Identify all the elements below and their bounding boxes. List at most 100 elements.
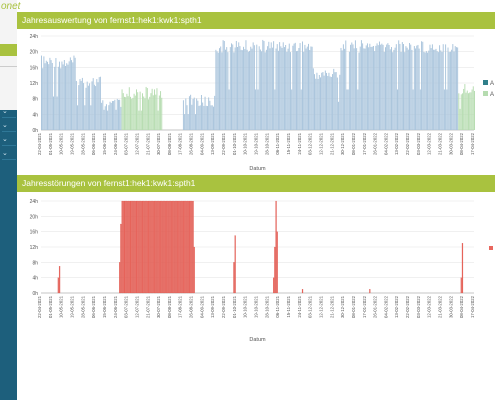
fault-bar	[169, 200, 171, 294]
data-bar	[241, 50, 243, 130]
data-bar	[69, 57, 71, 131]
data-bar	[130, 96, 131, 130]
data-bar	[289, 52, 291, 130]
x-tick-label: 03-12-2021	[308, 295, 313, 318]
fault-bar	[190, 200, 192, 294]
fault-bar	[152, 200, 154, 294]
fault-bar	[175, 200, 177, 294]
data-bar	[160, 91, 162, 130]
data-bar	[454, 46, 456, 131]
data-bar	[101, 102, 103, 130]
data-bar	[81, 77, 83, 130]
x-tick-label: 24-11-2021	[297, 295, 302, 317]
data-bar	[391, 47, 392, 130]
data-bar	[360, 40, 362, 130]
data-bar	[83, 83, 85, 130]
data-bar	[466, 90, 468, 130]
data-bar	[184, 114, 186, 130]
data-bar	[68, 61, 70, 131]
x-tick-label: 08-04-2022	[459, 132, 464, 155]
data-bar	[155, 94, 157, 130]
data-bar	[404, 52, 406, 130]
fault-bar	[460, 277, 462, 294]
x-tick-label: 15-06-2021	[102, 132, 107, 155]
fault-bar	[172, 200, 174, 294]
fault-bar	[145, 200, 147, 294]
data-bar	[293, 43, 295, 130]
x-tick-label: 10-05-2021	[59, 132, 64, 155]
data-bar	[467, 93, 469, 130]
x-tick-label: 06-11-2021	[275, 295, 280, 317]
logo: onet	[1, 1, 21, 12]
x-tick-label: 12-07-2021	[134, 295, 139, 318]
data-bar	[455, 47, 457, 130]
sidebar-expand-icon[interactable]: ⌄	[2, 121, 16, 132]
data-bar	[436, 51, 438, 130]
data-bar	[151, 88, 153, 130]
data-bar	[400, 51, 402, 130]
panel-header: Jahresauswertung von fernst1:hek1:kwk1:s…	[17, 12, 495, 29]
data-bar	[380, 44, 382, 130]
x-tick-label: 13-02-2022	[394, 295, 399, 318]
data-bar	[336, 77, 338, 130]
data-bar	[71, 60, 73, 130]
data-bar	[334, 72, 336, 130]
fault-bar	[153, 200, 156, 294]
data-bar	[143, 96, 145, 130]
data-bar	[150, 93, 152, 130]
data-bar	[256, 44, 258, 130]
data-bar	[382, 44, 384, 130]
data-bar	[461, 93, 463, 130]
data-bar	[389, 49, 391, 130]
fault-bar	[191, 200, 193, 294]
data-bar	[465, 92, 467, 130]
data-bar	[77, 105, 79, 130]
x-tick-label: 28-05-2021	[80, 132, 85, 155]
sidebar-active-item[interactable]	[0, 44, 17, 56]
data-bar	[217, 52, 219, 130]
fault-bar	[161, 200, 163, 294]
data-bar	[294, 42, 296, 130]
data-bar	[62, 64, 64, 130]
y-tick-label: 16h	[30, 65, 39, 71]
sidebar: onet ⌄ ⌄ ⌄ ⌄	[0, 0, 21, 400]
data-bar	[199, 105, 201, 130]
data-bar	[345, 40, 347, 131]
data-bar	[54, 66, 56, 130]
data-bar	[73, 55, 75, 130]
x-tick-label: 17-04-2022	[470, 295, 475, 318]
sidebar-expand-icon[interactable]: ⌄	[2, 135, 16, 146]
data-bar	[220, 46, 222, 130]
data-bar	[387, 43, 389, 130]
sidebar-expand-icon[interactable]: ⌄	[2, 107, 16, 118]
data-bar	[326, 72, 328, 130]
data-bar	[417, 44, 419, 131]
x-tick-label: 08-01-2022	[351, 295, 356, 318]
data-bar	[463, 88, 465, 130]
x-tick-label: 15-06-2021	[102, 295, 107, 318]
fault-bar	[129, 200, 132, 294]
data-bar	[114, 99, 116, 130]
data-bar	[369, 43, 371, 131]
y-tick-label: 12h	[30, 245, 39, 251]
data-bar	[257, 89, 259, 130]
data-bar	[186, 105, 188, 130]
data-bar	[146, 88, 148, 130]
sidebar-expand-icon[interactable]: ⌄	[2, 149, 16, 160]
data-bar	[80, 80, 82, 130]
x-tick-label: 30-12-2021	[340, 295, 345, 318]
data-bar	[439, 45, 441, 131]
data-bar	[103, 109, 105, 130]
data-bar	[433, 49, 435, 131]
data-bar	[407, 49, 409, 130]
x-tick-label: 03-12-2021	[308, 132, 313, 155]
fault-bar	[140, 200, 142, 294]
data-bar	[133, 93, 135, 130]
x-tick-label: 19-05-2021	[69, 132, 74, 155]
data-bar	[144, 98, 146, 130]
x-tick-label: 13-02-2022	[394, 132, 399, 155]
data-bar	[253, 45, 255, 131]
data-bar	[252, 42, 254, 130]
data-bar	[192, 98, 194, 130]
data-bar	[378, 41, 380, 130]
